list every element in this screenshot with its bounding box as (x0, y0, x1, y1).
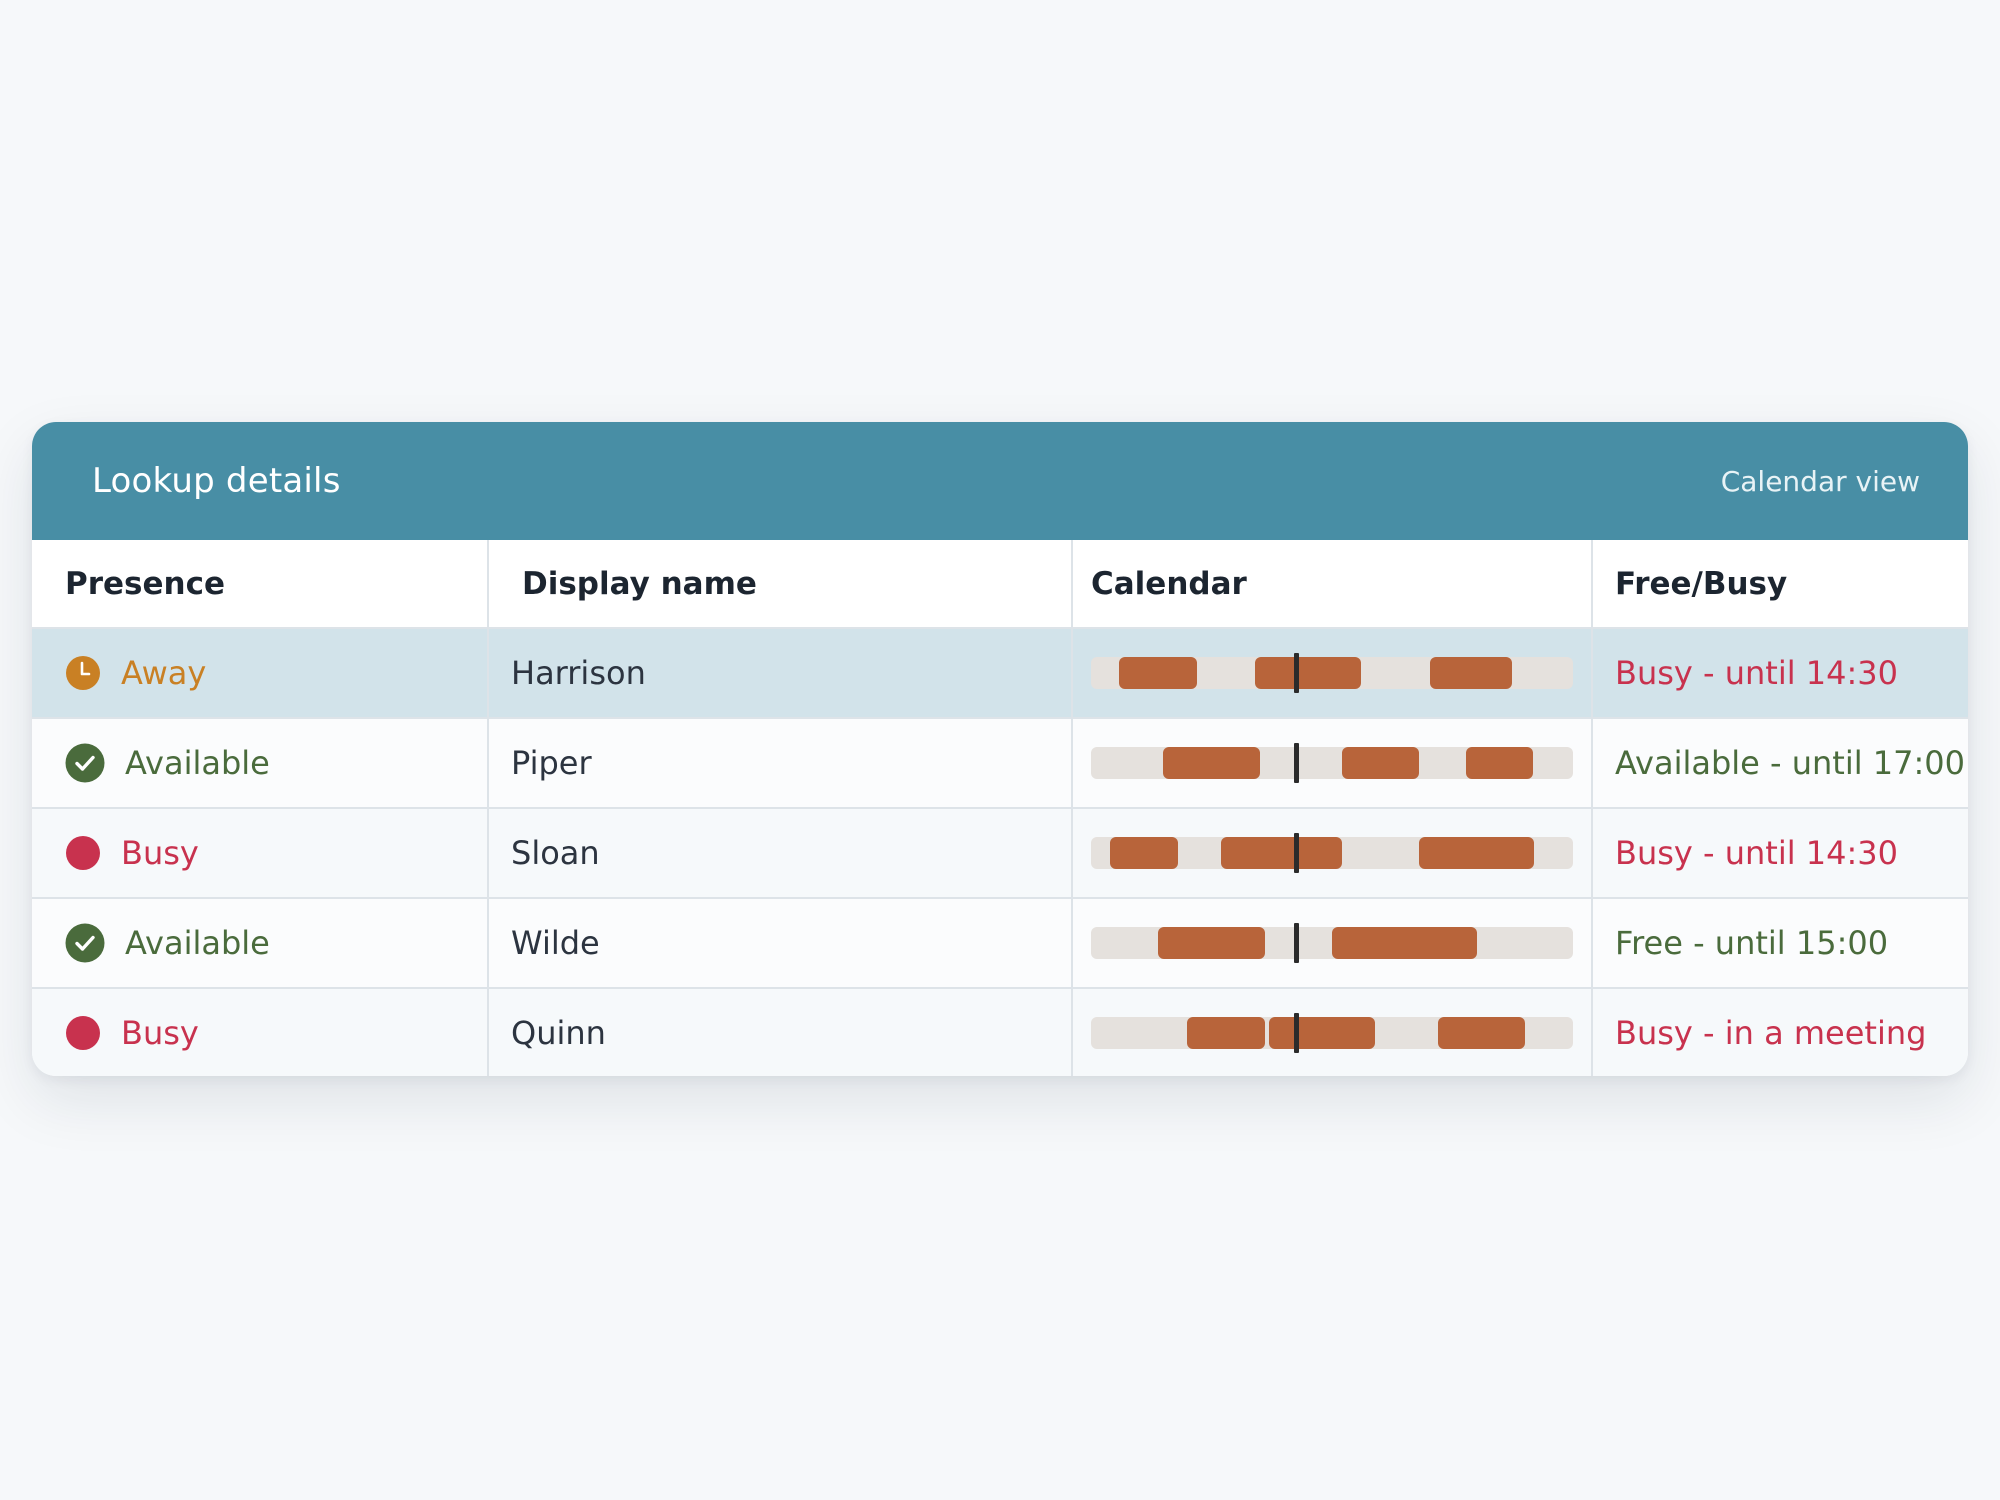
busy-dot-icon (65, 835, 101, 871)
table-row[interactable]: Busy Sloan Busy - until 14:30 (32, 808, 1968, 899)
display-name: Sloan (488, 808, 1073, 899)
current-time-marker (1293, 923, 1299, 963)
column-header-display-name[interactable]: Display name (488, 540, 1073, 629)
presence-cell: Busy (32, 808, 489, 899)
table-body: Away Harrison Busy - until 14:30 Available P… (32, 628, 1968, 1076)
check-icon (65, 743, 105, 783)
busy-block[interactable] (1269, 1017, 1376, 1049)
column-header-free-busy[interactable]: Free/Busy (1592, 540, 1968, 629)
current-time-marker (1293, 743, 1299, 783)
calendar-timeline[interactable] (1091, 653, 1573, 693)
current-time-marker (1293, 833, 1299, 873)
busy-block[interactable] (1341, 747, 1419, 779)
presence-label: Available (125, 924, 270, 962)
calendar-cell (1072, 898, 1593, 989)
display-name: Harrison (488, 628, 1073, 719)
free-busy-status: Busy - until 14:30 (1592, 808, 1968, 899)
busy-block[interactable] (1254, 657, 1361, 689)
free-busy-status: Busy - in a meeting (1615, 1014, 1927, 1052)
presence-label: Available (125, 744, 270, 782)
busy-block[interactable] (1438, 1017, 1525, 1049)
busy-block[interactable] (1118, 657, 1198, 689)
current-time-marker (1293, 653, 1299, 693)
display-name: Wilde (488, 898, 1073, 989)
clock-icon (65, 655, 101, 691)
presence-label: Busy (121, 834, 199, 872)
card-title: Lookup details (92, 461, 341, 501)
calendar-timeline[interactable] (1091, 833, 1573, 873)
busy-block[interactable] (1332, 927, 1477, 959)
calendar-timeline[interactable] (1091, 1013, 1573, 1053)
calendar-view-link[interactable]: Calendar view (1720, 464, 1920, 498)
presence-cell: Available (32, 718, 489, 809)
table-row[interactable]: Busy Quinn Busy - in a meeting (32, 988, 1968, 1076)
calendar-cell (1072, 988, 1593, 1076)
table-row[interactable]: Away Harrison Busy - until 14:30 (32, 628, 1968, 719)
busy-block[interactable] (1187, 1017, 1265, 1049)
table-row[interactable]: Available Piper Available - until 17:00 (32, 718, 1968, 809)
calendar-cell (1072, 628, 1593, 719)
busy-block[interactable] (1429, 657, 1512, 689)
calendar-cell (1072, 808, 1593, 899)
calendar-cell (1072, 718, 1593, 809)
busy-block[interactable] (1163, 747, 1260, 779)
current-time-marker (1293, 1013, 1299, 1053)
display-name: Piper (488, 718, 1073, 809)
table-header-row: Presence Display name Calendar Free/Busy (32, 540, 1968, 629)
column-header-calendar[interactable]: Calendar (1072, 540, 1593, 629)
busy-block[interactable] (1465, 747, 1533, 779)
busy-block[interactable] (1158, 927, 1265, 959)
free-busy-status: Free - until 15:00 (1592, 898, 1968, 989)
card-header: Lookup details Calendar view (32, 422, 1968, 540)
presence-label: Away (121, 654, 207, 692)
display-name: Quinn (488, 988, 1073, 1076)
presence-label: Busy (121, 1014, 199, 1052)
table-row[interactable]: Available Wilde Free - until 15:00 (32, 898, 1968, 989)
busy-block[interactable] (1418, 837, 1535, 869)
busy-block[interactable] (1110, 837, 1178, 869)
free-busy-status: Available - until 17:00 (1592, 718, 1968, 809)
calendar-timeline[interactable] (1091, 923, 1573, 963)
lookup-table: Presence Display name Calendar Free/Busy… (32, 540, 1968, 1076)
check-icon (65, 923, 105, 963)
presence-cell: Busy (32, 988, 489, 1076)
calendar-timeline[interactable] (1091, 743, 1573, 783)
presence-cell: Available (32, 898, 489, 989)
busy-block[interactable] (1221, 837, 1342, 869)
free-busy-status: Busy - until 14:30 (1592, 628, 1968, 719)
presence-cell: Away (32, 628, 489, 719)
busy-dot-icon (65, 1015, 101, 1051)
lookup-details-card: Lookup details Calendar view Presence Di… (32, 422, 1968, 1076)
column-header-presence[interactable]: Presence (32, 540, 489, 629)
